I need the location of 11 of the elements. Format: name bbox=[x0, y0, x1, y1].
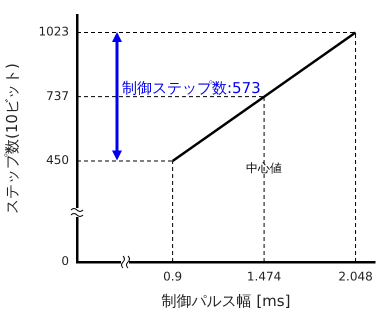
y-tick-label: 450 bbox=[46, 153, 69, 168]
x-tick-label: 0.9 bbox=[163, 269, 182, 284]
annotation: 中心値 bbox=[246, 161, 282, 176]
annotation: 制御ステップ数:573 bbox=[122, 79, 261, 98]
x-tick-label: 1.474 bbox=[246, 269, 282, 284]
y-tick-label: 737 bbox=[46, 88, 69, 103]
x-tick-label: 2.048 bbox=[338, 269, 373, 284]
y-axis-title: ステップ数(10ビット) bbox=[2, 63, 21, 214]
y-tick-label: 1023 bbox=[38, 24, 69, 39]
x-axis-title: 制御パルス幅 [ms] bbox=[162, 292, 290, 310]
y-tick-label: 0 bbox=[61, 254, 69, 268]
